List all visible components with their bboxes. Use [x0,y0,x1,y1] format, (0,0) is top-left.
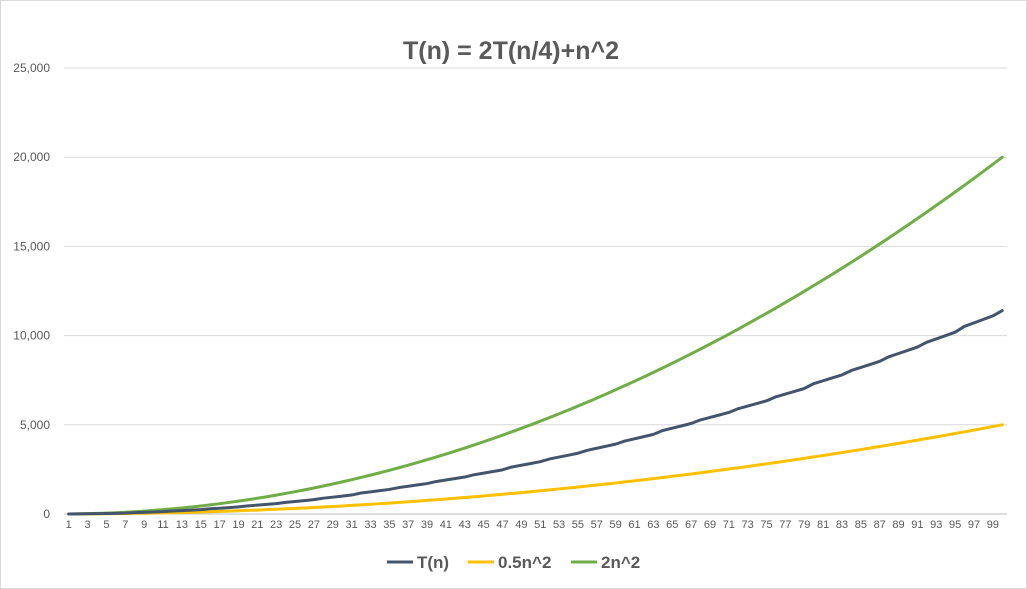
x-tick-label: 65 [666,519,678,531]
series-line-0-5n-2 [67,423,1004,516]
y-tick-label: 20,000 [13,150,50,164]
x-tick-label: 79 [798,519,810,531]
x-tick-label: 61 [628,519,640,531]
y-tick-label: 25,000 [13,61,50,75]
chart-title: T(n) = 2T(n/4)+n^2 [403,37,619,65]
x-tick-label: 13 [176,519,188,531]
x-tick-label: 9 [141,519,147,531]
y-axis-labels: 0 5,000 10,000 15,000 20,000 25,000 [13,61,50,521]
legend-label-0-5n-2: 0.5n^2 [498,553,551,572]
x-tick-label: 17 [213,519,225,531]
x-tick-label: 15 [195,519,207,531]
x-tick-label: 95 [949,519,961,531]
legend-label-2n-2: 2n^2 [601,553,640,572]
x-tick-label: 71 [723,519,735,531]
x-tick-label: 97 [968,519,980,531]
x-tick-label: 53 [553,519,565,531]
y-tick-label: 15,000 [13,239,50,253]
x-tick-label: 89 [892,519,904,531]
x-tick-label: 1 [66,519,72,531]
x-tick-label: 93 [930,519,942,531]
grid-lines [64,67,1007,515]
x-tick-label: 23 [270,519,282,531]
x-tick-label: 67 [685,519,697,531]
x-tick-label: 73 [742,519,754,531]
x-tick-label: 5 [103,519,109,531]
x-tick-label: 57 [591,519,603,531]
x-tick-label: 91 [911,519,923,531]
x-axis-labels: 1 3 5 7 9 11 13 15 17 19 21 23 25 27 29 31 33 35 37 39 41 43 4… [66,519,999,531]
x-tick-label: 37 [402,519,414,531]
x-tick-label: 21 [251,519,263,531]
x-tick-label: 3 [85,519,91,531]
x-tick-label: 39 [421,519,433,531]
legend: T(n) 0.5n^2 2n^2 [387,553,640,572]
x-tick-label: 51 [534,519,546,531]
x-tick-label: 77 [779,519,791,531]
x-tick-label: 47 [496,519,508,531]
x-tick-label: 75 [760,519,772,531]
x-tick-label: 81 [817,519,829,531]
x-tick-label: 35 [383,519,395,531]
y-tick-label: 5,000 [20,418,50,432]
y-tick-label: 0 [43,507,50,521]
x-tick-label: 7 [122,519,128,531]
series-line-t-n- [67,309,1004,516]
x-tick-label: 29 [327,519,339,531]
x-tick-label: 83 [836,519,848,531]
y-tick-label: 10,000 [13,329,50,343]
legend-label-t-n-: T(n) [417,553,449,572]
x-tick-label: 49 [515,519,527,531]
x-tick-label: 25 [289,519,301,531]
series-line-2n-2 [67,155,1004,516]
x-tick-label: 19 [232,519,244,531]
x-tick-label: 63 [647,519,659,531]
x-tick-label: 45 [478,519,490,531]
x-tick-label: 99 [987,519,999,531]
x-tick-label: 69 [704,519,716,531]
x-tick-label: 33 [364,519,376,531]
x-tick-label: 85 [855,519,867,531]
x-tick-label: 31 [345,519,357,531]
x-tick-label: 55 [572,519,584,531]
x-tick-label: 43 [459,519,471,531]
x-tick-label: 11 [157,519,168,531]
x-tick-label: 27 [308,519,320,531]
x-tick-label: 59 [610,519,622,531]
x-tick-label: 87 [874,519,886,531]
series-lines [67,155,1004,516]
x-tick-label: 41 [440,519,452,531]
